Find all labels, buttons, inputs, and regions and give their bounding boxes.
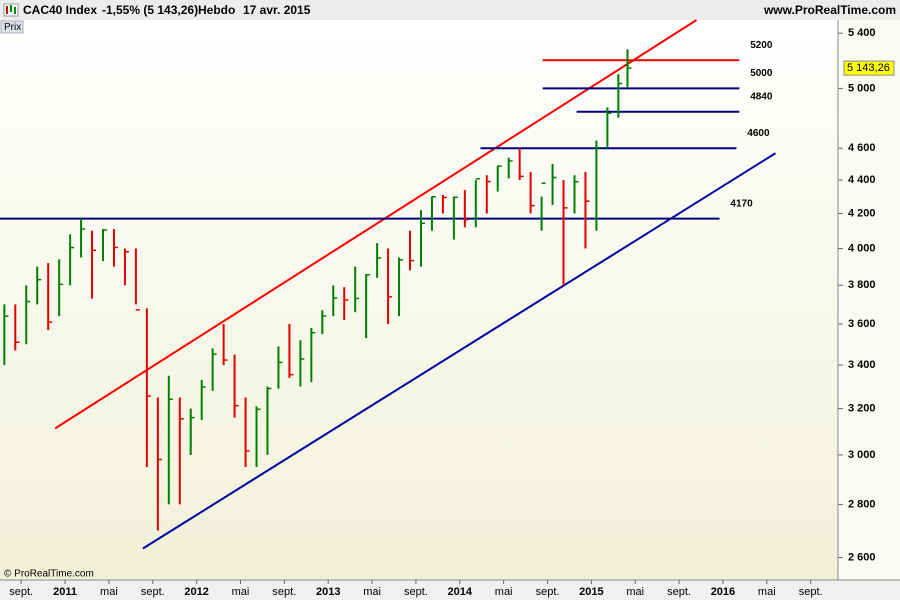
x-tick-label: sept. — [799, 586, 823, 598]
x-tick-label: mai — [363, 586, 381, 598]
x-tick-label: sept. — [141, 586, 165, 598]
y-tick-label: 4 400 — [848, 174, 876, 186]
symbol: CAC40 Index — [23, 3, 97, 17]
x-tick-label: 2013 — [316, 586, 340, 598]
y-tick-label: 3 200 — [848, 403, 876, 415]
y-tick-label: 4 200 — [848, 207, 876, 219]
x-tick-label: 2015 — [579, 586, 603, 598]
y-tick-label: 2 600 — [848, 551, 876, 563]
plot-area — [0, 20, 838, 580]
y-tick-label: 3 000 — [848, 449, 876, 461]
y-tick-label: 4 600 — [848, 142, 876, 154]
level-label: 4840 — [750, 91, 773, 102]
level-label: 4170 — [730, 198, 753, 209]
level-label: 5000 — [750, 68, 773, 79]
x-tick-label: 2012 — [184, 586, 208, 598]
panel-label: Prix — [4, 22, 21, 33]
change: -1,55% (5 143,26) — [102, 3, 198, 17]
x-tick-label: sept. — [9, 586, 33, 598]
panel-tag — [0, 20, 24, 34]
y-tick-label: 4 000 — [848, 242, 876, 254]
x-tick-label: sept. — [272, 586, 296, 598]
x-axis-area — [0, 580, 900, 600]
site: www.ProRealTime.com — [763, 3, 896, 17]
period: Hebdo — [198, 3, 235, 17]
y-tick-label: 3 400 — [848, 359, 876, 371]
x-tick-label: mai — [100, 586, 118, 598]
y-tick-label: 5 000 — [848, 82, 876, 94]
y-tick-label: 3 800 — [848, 279, 876, 291]
y-tick-label: 2 800 — [848, 498, 876, 510]
x-tick-label: 2016 — [711, 586, 735, 598]
y-tick-label: 3 600 — [848, 318, 876, 330]
last-price-box — [843, 60, 895, 76]
x-tick-label: sept. — [667, 586, 691, 598]
x-tick-label: sept. — [536, 586, 560, 598]
copyright: © ProRealTime.com — [4, 569, 94, 580]
y-axis-area — [838, 20, 900, 580]
x-tick-label: mai — [758, 586, 776, 598]
x-tick-label: mai — [626, 586, 644, 598]
app-icon — [3, 3, 19, 17]
x-tick-label: 2011 — [53, 586, 77, 598]
x-tick-label: sept. — [404, 586, 428, 598]
y-tick-label: 5 400 — [848, 27, 876, 39]
x-tick-label: 2014 — [448, 586, 473, 598]
x-tick-label: mai — [495, 586, 513, 598]
level-label: 4600 — [747, 128, 770, 139]
date: 17 avr. 2015 — [243, 3, 311, 17]
x-tick-label: mai — [232, 586, 250, 598]
last-price-label: 5 143,26 — [847, 62, 890, 74]
header-bar — [0, 0, 900, 20]
level-label: 5200 — [750, 40, 773, 51]
